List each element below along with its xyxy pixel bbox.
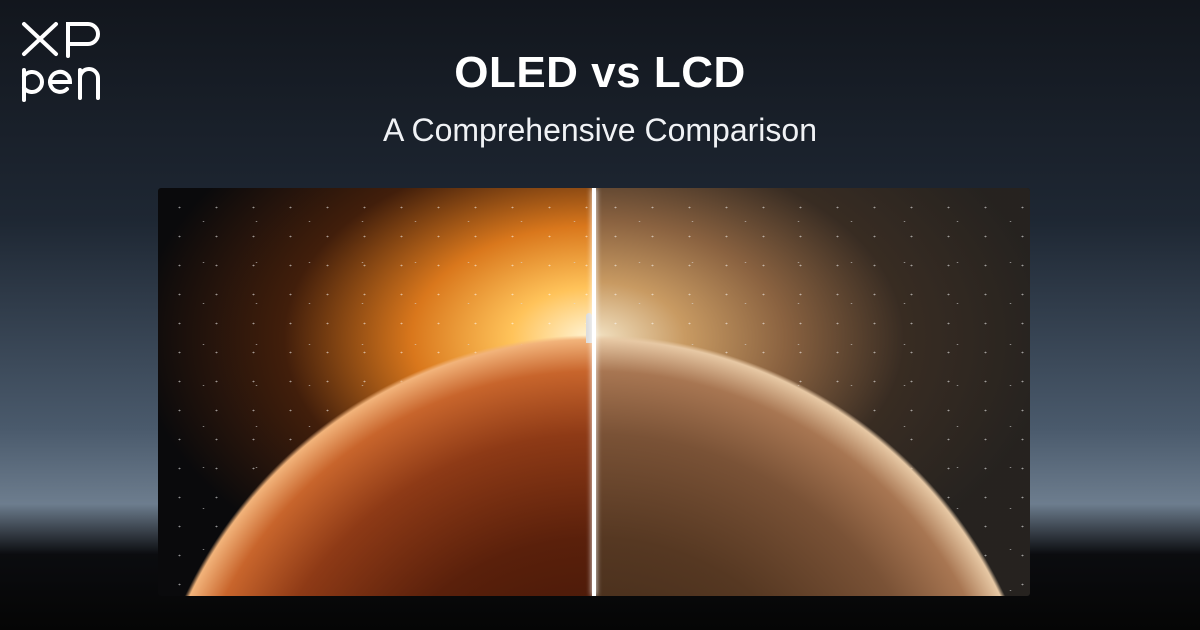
spaceship [586, 313, 592, 343]
oled-side-image [158, 188, 594, 596]
xppen-logo [22, 22, 100, 102]
comparison-image [158, 188, 1030, 596]
split-divider [592, 188, 596, 596]
planet-oled [158, 188, 594, 596]
page-title: OLED vs LCD [454, 48, 746, 97]
planet-lcd [594, 188, 1030, 596]
lcd-side-image [594, 188, 1030, 596]
page-subtitle: A Comprehensive Comparison [383, 112, 817, 148]
